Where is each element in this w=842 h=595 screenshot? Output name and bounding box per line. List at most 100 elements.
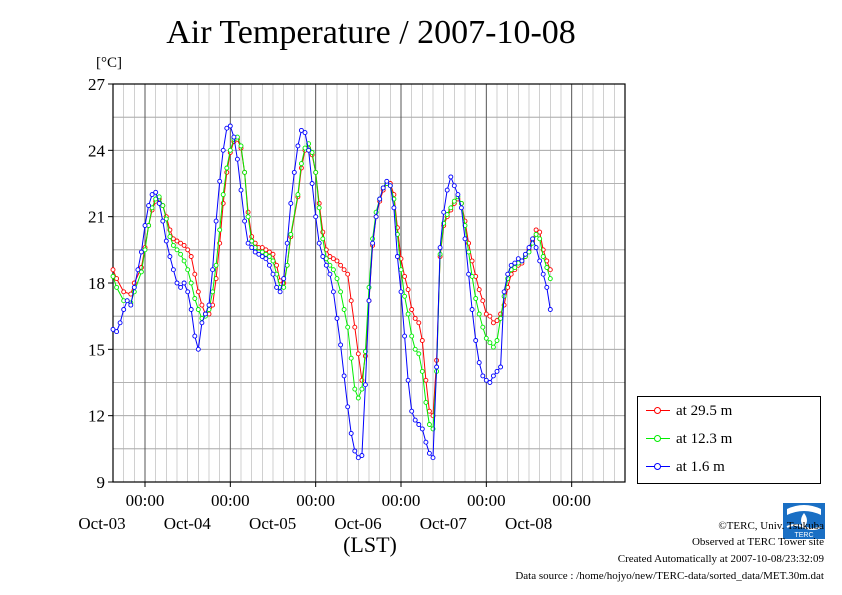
data-point-2: [547, 307, 553, 312]
data-point-2: [298, 127, 304, 133]
data-point-0: [483, 311, 489, 317]
x-tick-time-label: 00:00: [467, 491, 506, 510]
terc-logo: TERC: [783, 503, 825, 539]
data-point-0: [270, 251, 276, 257]
data-point-2: [163, 238, 169, 244]
data-point-1: [544, 265, 550, 270]
data-point-0: [547, 267, 553, 273]
data-point-0: [480, 298, 486, 304]
data-point-2: [309, 181, 315, 186]
data-point-1: [547, 276, 553, 282]
data-point-0: [348, 298, 354, 304]
data-point-1: [288, 231, 294, 237]
data-point-1: [320, 236, 326, 242]
data-point-1: [298, 161, 304, 167]
data-point-2: [135, 267, 141, 273]
x-tick-date-label: Oct-03: [78, 514, 125, 533]
data-point-2: [501, 289, 507, 295]
data-point-0: [121, 289, 127, 295]
data-point-0: [412, 315, 418, 321]
data-point-2: [377, 196, 383, 202]
legend-label: at 29.5 m: [676, 402, 733, 419]
data-point-2: [249, 245, 255, 251]
data-point-1: [405, 311, 411, 317]
data-point-2: [483, 377, 489, 383]
data-point-2: [419, 426, 425, 432]
data-point-2: [281, 276, 287, 282]
data-point-2: [224, 125, 230, 131]
data-point-2: [341, 373, 347, 379]
x-tick-date-label: Oct-05: [249, 514, 296, 533]
data-point-0: [423, 377, 429, 383]
data-point-2: [259, 254, 265, 259]
data-point-1: [242, 169, 248, 175]
data-point-2: [245, 240, 251, 246]
x-tick-date-label: Oct-07: [420, 514, 468, 533]
data-point-1: [245, 214, 251, 220]
data-point-0: [170, 236, 176, 242]
data-point-2: [519, 258, 525, 264]
data-point-2: [391, 205, 397, 211]
data-point-2: [458, 205, 464, 211]
data-point-2: [526, 245, 532, 251]
data-point-0: [494, 318, 500, 324]
data-point-2: [348, 430, 354, 436]
data-point-2: [256, 251, 262, 257]
data-point-1: [167, 234, 173, 240]
data-point-2: [142, 223, 148, 228]
x-tick-time-label: 00:00: [296, 491, 335, 510]
data-point-2: [270, 271, 276, 277]
data-point-1: [451, 198, 457, 204]
x-tick-date-label: Oct-08: [505, 514, 552, 533]
data-point-2: [380, 185, 386, 191]
data-point-1: [426, 422, 432, 427]
y-tick-label: 15: [88, 340, 105, 359]
y-unit-label: [°C]: [96, 55, 122, 71]
data-point-2: [409, 408, 415, 414]
data-point-0: [476, 287, 482, 293]
x-tick-date-label: Oct-04: [164, 514, 212, 533]
data-point-2: [362, 382, 368, 388]
data-point-1: [149, 205, 155, 211]
data-point-2: [124, 298, 130, 304]
data-point-1: [181, 258, 187, 264]
data-point-2: [266, 262, 272, 268]
data-point-1: [444, 212, 450, 217]
data-point-0: [274, 262, 280, 268]
data-point-2: [441, 209, 447, 215]
legend-marker-green: [646, 433, 670, 445]
data-point-2: [131, 284, 137, 290]
legend-marker-blue: [646, 461, 670, 473]
data-point-2: [338, 342, 344, 348]
data-point-2: [384, 178, 390, 184]
data-point-2: [114, 329, 120, 335]
data-point-2: [242, 218, 248, 224]
data-point-0: [341, 267, 347, 273]
data-point-2: [476, 360, 482, 366]
data-point-0: [114, 276, 120, 282]
data-point-2: [313, 214, 319, 220]
data-point-2: [217, 178, 223, 184]
footer-site: Observed at TERC Tower site: [691, 536, 824, 548]
data-point-0: [174, 238, 180, 244]
data-point-2: [405, 377, 411, 383]
data-point-1: [416, 351, 422, 357]
data-point-2: [320, 254, 326, 259]
data-point-2: [277, 289, 283, 295]
x-tick-time-label: 00:00: [126, 491, 165, 510]
data-point-2: [156, 200, 162, 206]
data-point-2: [469, 307, 475, 312]
data-point-0: [419, 338, 425, 343]
data-point-1: [466, 249, 472, 255]
data-point-1: [114, 284, 120, 290]
data-point-2: [188, 307, 194, 312]
legend-label: at 1.6 m: [676, 458, 725, 475]
data-point-2: [231, 134, 237, 140]
data-point-2: [327, 271, 333, 277]
data-point-0: [402, 273, 408, 279]
data-point-2: [398, 289, 404, 295]
data-point-2: [487, 380, 493, 385]
y-tick-label: 18: [88, 274, 105, 293]
data-point-0: [178, 240, 184, 246]
